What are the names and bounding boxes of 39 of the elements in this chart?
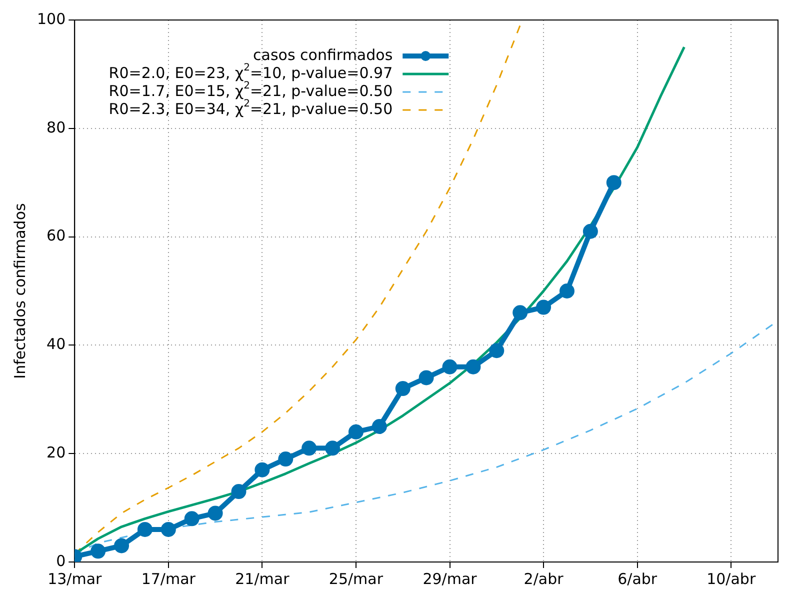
point xyxy=(208,506,223,521)
legend-label: casos confirmados xyxy=(253,46,393,64)
point xyxy=(372,419,387,434)
x-tick-label: 6/abr xyxy=(618,570,658,588)
y-tick-label: 100 xyxy=(36,10,66,28)
point xyxy=(231,484,246,500)
point xyxy=(325,440,340,456)
x-tick-label: 21/mar xyxy=(235,570,290,588)
point xyxy=(466,359,481,374)
point xyxy=(114,538,130,554)
x-tick-label: 10/abr xyxy=(706,570,756,588)
point xyxy=(395,381,410,396)
point xyxy=(90,544,106,559)
x-tick-label: 2/abr xyxy=(524,570,564,588)
x-tick-label: 25/mar xyxy=(328,570,384,588)
point xyxy=(184,511,200,526)
y-axis-title: Infectados confirmados xyxy=(10,203,29,379)
point xyxy=(536,300,552,315)
point xyxy=(254,462,270,478)
x-tick-label: 13/mar xyxy=(48,570,103,588)
point xyxy=(489,343,504,358)
x-tick-label: 29/mar xyxy=(422,570,478,588)
point xyxy=(418,370,434,386)
x-tick-label: 17/mar xyxy=(141,570,196,588)
point xyxy=(137,522,152,537)
point xyxy=(160,522,176,537)
point xyxy=(302,440,317,456)
y-tick-label: 40 xyxy=(46,335,66,354)
point xyxy=(348,424,364,440)
point xyxy=(442,359,458,374)
y-tick-label: 60 xyxy=(46,226,66,245)
point xyxy=(606,175,622,190)
point xyxy=(559,284,574,298)
point xyxy=(582,224,598,239)
point xyxy=(512,305,528,320)
y-tick-label: 20 xyxy=(46,443,66,462)
y-tick-label: 0 xyxy=(56,552,66,570)
point xyxy=(278,452,294,467)
y-tick-label: 80 xyxy=(46,118,66,136)
